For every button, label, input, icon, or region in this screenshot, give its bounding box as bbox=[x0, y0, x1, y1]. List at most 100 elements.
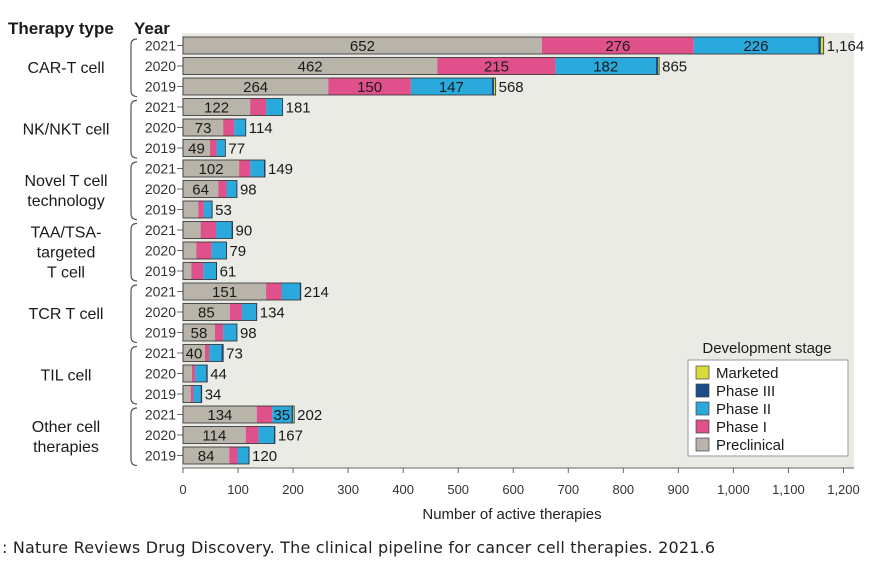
total-value-label: 90 bbox=[236, 223, 253, 240]
total-value-label: 114 bbox=[249, 120, 273, 137]
bar-outline bbox=[182, 282, 302, 301]
bar-outline bbox=[182, 405, 295, 424]
bar-segment-preclinical bbox=[183, 221, 201, 239]
legend-label: Preclinical bbox=[716, 437, 784, 454]
legend-label: Phase II bbox=[716, 401, 771, 418]
bar-segment-phase1 bbox=[266, 283, 282, 300]
year-label: 2021 bbox=[145, 38, 176, 54]
bar-segment-phase1 bbox=[200, 221, 217, 239]
year-label: 2020 bbox=[145, 58, 176, 74]
bar-segment-phase1 bbox=[191, 262, 204, 280]
bar-segment-phase3 bbox=[263, 160, 266, 177]
bar-segment-preclinical bbox=[183, 262, 192, 280]
group-bracket bbox=[130, 99, 138, 159]
bar-segment-preclinical bbox=[183, 365, 192, 382]
group-label: NK/NKT cell bbox=[23, 121, 110, 138]
therapy-group: CAR-T cell 2021 652 276 226 1,164 2020 462 215 18… bbox=[27, 36, 864, 98]
year-label: 2019 bbox=[145, 79, 176, 95]
bar-segment-phase2 bbox=[281, 283, 300, 300]
year-label: 2020 bbox=[145, 366, 176, 382]
total-value-label: 167 bbox=[278, 428, 303, 445]
bar-row: 2019 49 77 bbox=[145, 139, 245, 158]
year-label: 2020 bbox=[145, 427, 176, 443]
bar-segment-preclinical bbox=[183, 283, 267, 300]
bar-segment-phase2 bbox=[272, 406, 292, 423]
total-value-label: 134 bbox=[260, 305, 285, 322]
total-value-label: 61 bbox=[220, 264, 237, 281]
therapy-group: TAA/TSA-targeted T cell 2021 90 2020 79 2019 61 bbox=[31, 221, 253, 282]
header-year: Year bbox=[134, 19, 170, 38]
bar-outline bbox=[182, 426, 276, 444]
bar-segment-phase2 bbox=[266, 98, 283, 116]
bar-row: 2021 40 73 bbox=[145, 344, 243, 363]
total-value-label: 44 bbox=[210, 366, 227, 383]
bar-segment-phase1 bbox=[437, 57, 556, 75]
bar-outline bbox=[182, 180, 238, 198]
bar-segment-phase1 bbox=[328, 78, 411, 95]
bar-segment-phase1 bbox=[250, 98, 267, 116]
bar-segment-preclinical bbox=[183, 406, 257, 423]
bar-outline bbox=[182, 262, 217, 280]
x-tick-label: 700 bbox=[557, 482, 579, 497]
bar-segment-phase1 bbox=[196, 242, 212, 259]
bar-outline bbox=[182, 385, 203, 403]
bar-outline bbox=[182, 139, 226, 157]
bar-segment-phase2 bbox=[693, 37, 819, 54]
bar-row: 2020 44 bbox=[145, 364, 227, 383]
bar-segment-preclinical bbox=[183, 180, 219, 198]
bar-segment-phase2 bbox=[203, 262, 217, 280]
bar-row: 2021 90 bbox=[145, 221, 253, 240]
bar-segment-phase2 bbox=[216, 139, 226, 157]
segment-value-label: 264 bbox=[243, 79, 268, 96]
segment-value-label: 84 bbox=[198, 448, 215, 465]
therapy-group: NK/NKT cell 2021 122 181 2020 73 114 2019 49 77 bbox=[23, 98, 311, 159]
year-label: 2021 bbox=[145, 345, 176, 361]
bar-row: 2019 61 bbox=[145, 262, 237, 281]
bar-segment-preclinical bbox=[183, 385, 191, 403]
bar-rows: CAR-T cell 2021 652 276 226 1,164 2020 462 215 18… bbox=[23, 36, 864, 467]
group-bracket bbox=[130, 284, 138, 344]
legend-swatch-marketed bbox=[695, 365, 710, 380]
bar-segment-phase1 bbox=[229, 303, 242, 321]
bar-segment-preclinical bbox=[183, 426, 246, 444]
legend-swatch-phase1 bbox=[695, 419, 710, 434]
segment-value-label: 151 bbox=[212, 284, 237, 301]
legend-title: Development stage bbox=[702, 340, 831, 357]
x-tick-label: 500 bbox=[447, 482, 469, 497]
total-value-label: 98 bbox=[240, 182, 257, 199]
x-tick-label: 900 bbox=[668, 482, 690, 497]
bar-segment-phase1 bbox=[198, 201, 204, 218]
bar-row: 2020 79 bbox=[145, 241, 246, 260]
segment-value-label: 85 bbox=[198, 305, 215, 322]
bar-row: 2020 85 134 bbox=[145, 303, 285, 322]
bar-row: 2020 114 167 bbox=[145, 426, 303, 445]
x-tick-label: 1,100 bbox=[772, 482, 805, 497]
bar-segment-preclinical bbox=[183, 344, 206, 362]
bar-segment-phase1 bbox=[239, 160, 251, 177]
bar-segment-phase2 bbox=[203, 201, 212, 218]
bar-row: 2021 134 35 202 bbox=[145, 405, 322, 424]
x-axis-ticks: 0 100 200 300 400 500 600 700 800 900 1,000 1,100 1,… bbox=[179, 468, 860, 497]
x-tick-label: 1,200 bbox=[827, 482, 860, 497]
group-label: CAR-T cell bbox=[27, 60, 104, 77]
bar-segment-phase1 bbox=[190, 385, 194, 403]
segment-value-label: 226 bbox=[743, 38, 768, 55]
bar-segment-preclinical bbox=[183, 119, 224, 136]
total-value-label: 214 bbox=[304, 284, 329, 301]
legend-swatch-preclinical bbox=[695, 437, 710, 452]
header-therapy-type: Therapy type bbox=[8, 19, 114, 38]
group-label: Other cell bbox=[32, 419, 100, 436]
bar-segment-phase2 bbox=[258, 426, 274, 444]
x-tick-label: 400 bbox=[392, 482, 414, 497]
bar-segment-phase1 bbox=[205, 344, 210, 362]
x-axis-title: Number of active therapies bbox=[422, 506, 601, 523]
x-tick-label: 100 bbox=[227, 482, 249, 497]
bar-segment-phase2 bbox=[237, 447, 249, 464]
group-label: technology bbox=[27, 193, 104, 210]
bar-segment-phase2 bbox=[250, 160, 264, 177]
year-label: 2019 bbox=[145, 202, 176, 218]
legend-swatch-phase3 bbox=[695, 383, 710, 398]
bar-segment-phase1 bbox=[214, 324, 224, 341]
bar-outline bbox=[182, 344, 224, 362]
